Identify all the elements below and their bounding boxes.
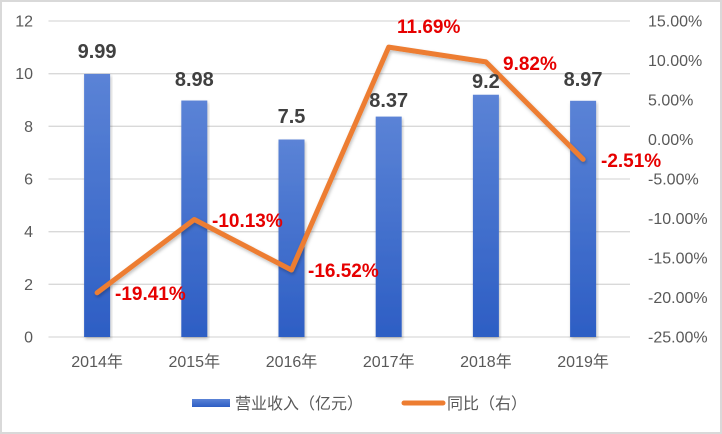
bar-value-label: 8.97 xyxy=(564,69,603,91)
gridlines xyxy=(48,20,630,338)
right-axis-tick-label: 10.00% xyxy=(648,53,702,70)
left-axis-tick-label: 8 xyxy=(24,119,33,136)
x-axis-category-label: 2017年 xyxy=(363,353,415,371)
x-axis-category-label: 2016年 xyxy=(266,353,318,371)
left-y-axis: 0 2 4 6 8 10 12 xyxy=(15,14,33,347)
legend-bar-swatch-icon xyxy=(192,399,230,407)
legend: 营业收入（亿元） 同比（右） xyxy=(192,395,527,413)
revenue-bars xyxy=(84,73,597,338)
right-axis-tick-label: -20.00% xyxy=(648,290,708,307)
revenue-bar[interactable] xyxy=(278,139,305,338)
bar-value-label: 9.99 xyxy=(78,41,117,63)
x-axis-category-label: 2015年 xyxy=(168,353,220,371)
revenue-bar[interactable] xyxy=(472,94,499,337)
right-axis-tick-label: -5.00% xyxy=(648,172,699,189)
line-value-label: -2.51% xyxy=(601,151,661,172)
bar-value-label: 7.5 xyxy=(278,106,306,128)
revenue-bar[interactable] xyxy=(375,116,402,337)
line-value-label: -19.41% xyxy=(115,284,186,305)
bar-value-label: 8.37 xyxy=(369,90,408,112)
right-axis-tick-label: -15.00% xyxy=(648,251,708,268)
left-axis-tick-label: 0 xyxy=(24,330,33,347)
right-axis-tick-label: 15.00% xyxy=(648,14,702,31)
right-axis-tick-label: -25.00% xyxy=(648,330,708,347)
legend-label-revenue: 营业收入（亿元） xyxy=(235,395,363,413)
x-axis: 2014年 2015年 2016年 2017年 2018年 2019年 xyxy=(71,353,609,371)
bar-value-label: 8.98 xyxy=(175,69,214,91)
line-data-labels: -19.41% -10.13% -16.52% 11.69% 9.82% -2.51% xyxy=(115,17,661,305)
left-axis-tick-label: 6 xyxy=(24,172,33,189)
right-axis-tick-label: 0.00% xyxy=(648,132,693,149)
x-axis-category-label: 2014年 xyxy=(71,353,123,371)
legend-item-revenue[interactable]: 营业收入（亿元） xyxy=(192,395,363,413)
line-value-label: -10.13% xyxy=(212,211,283,232)
yoy-growth-line[interactable] xyxy=(94,44,586,296)
revenue-bar[interactable] xyxy=(570,100,597,337)
line-value-label: 11.69% xyxy=(397,17,460,38)
x-axis-category-label: 2019年 xyxy=(557,353,609,371)
left-axis-tick-label: 10 xyxy=(15,66,33,83)
left-axis-tick-label: 2 xyxy=(24,277,33,294)
bar-data-labels: 9.99 8.98 7.5 8.37 9.2 8.97 xyxy=(78,41,603,128)
line-value-label: 9.82% xyxy=(503,54,557,75)
x-axis-category-label: 2018年 xyxy=(460,353,512,371)
right-y-axis: 15.00% 10.00% 5.00% 0.00% -5.00% -10.00% -15.0… xyxy=(648,14,708,347)
left-axis-tick-label: 12 xyxy=(15,14,33,31)
bar-value-label: 9.2 xyxy=(472,71,500,93)
legend-label-yoy: 同比（右） xyxy=(447,395,527,413)
revenue-bar[interactable] xyxy=(84,73,111,338)
legend-item-yoy[interactable]: 同比（右） xyxy=(401,395,527,413)
yoy-line xyxy=(94,44,586,296)
left-axis-tick-label: 4 xyxy=(24,224,33,241)
right-axis-tick-label: 5.00% xyxy=(648,93,693,110)
right-axis-tick-label: -10.00% xyxy=(648,211,708,228)
line-value-label: -16.52% xyxy=(308,261,379,282)
